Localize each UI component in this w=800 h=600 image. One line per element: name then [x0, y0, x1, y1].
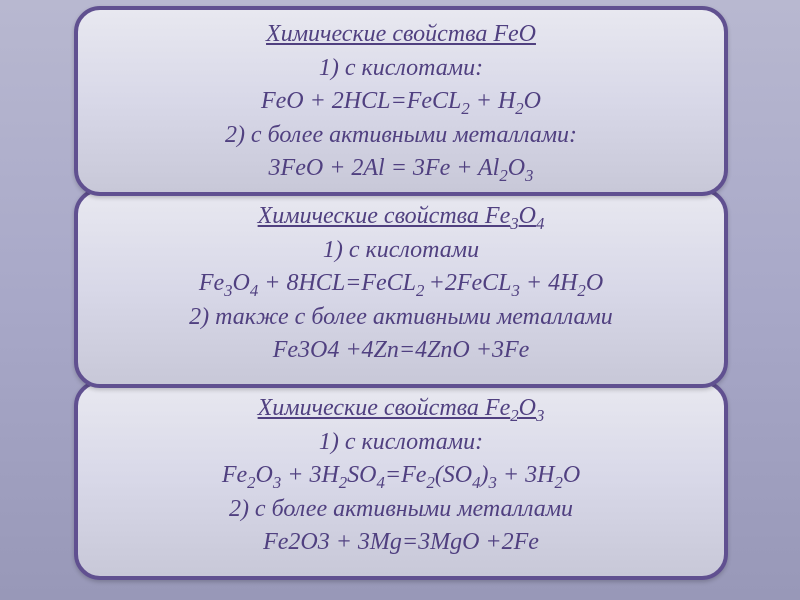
text: FeO + 2HCL=FeCL [261, 88, 461, 114]
card2-line1: 1) с кислотами [98, 234, 704, 268]
sub: 2 [426, 473, 434, 492]
card-feo: Химические свойства FeO 1) с кислотами: … [74, 6, 728, 196]
card2-line2: 2) также с более активными металлами [98, 301, 704, 335]
sub: 4 [377, 473, 385, 492]
sub: 2 [515, 99, 523, 118]
card2-title: Химические свойства Fe3O4 [98, 200, 704, 234]
text: SO [347, 462, 376, 488]
card-fe3o4: Химические свойства Fe3O4 1) с кислотами… [74, 188, 728, 388]
text: + 3H [497, 462, 555, 488]
text: O [563, 462, 580, 488]
sub: 2 [554, 473, 562, 492]
sub: 3 [525, 166, 533, 185]
card1-line1: 1) с кислотами: [98, 52, 704, 86]
card3-eq1: Fe2O3 + 3H2SO4=Fe2(SO4)3 + 3H2O [98, 459, 704, 493]
sub: 3 [512, 281, 520, 300]
sub: 3 [224, 281, 232, 300]
card3-line2: 2) с более активными металлами [98, 493, 704, 527]
sub: 2 [510, 406, 518, 425]
sub: 3 [510, 214, 518, 233]
text: O [256, 462, 273, 488]
text: Химические свойства Fe [258, 395, 511, 421]
text: O [524, 88, 541, 114]
text: Fe [222, 462, 247, 488]
sub: 2 [339, 473, 347, 492]
text: ) [481, 462, 489, 488]
sub: 2 [247, 473, 255, 492]
text: + 3H [281, 462, 339, 488]
card1-eq1: FeO + 2HCL=FeCL2 + H2O [98, 85, 704, 119]
text: 3FeO + 2Al = 3Fe + Al [269, 155, 500, 181]
sub: 2 [416, 281, 429, 300]
card3-line1: 1) с кислотами: [98, 426, 704, 460]
text: + 4H [520, 270, 578, 296]
card3-title: Химические свойства Fe2O3 [98, 392, 704, 426]
card2-eq2: Fe3O4 +4Zn=4ZnO +3Fe [98, 334, 704, 368]
text: +2FeCL [429, 270, 512, 296]
card1-title: Химические свойства FeO [98, 18, 704, 52]
text: Fe [199, 270, 224, 296]
text: O [519, 203, 536, 229]
sub: 3 [489, 473, 497, 492]
text: Химические свойства Fe [258, 203, 511, 229]
card1-line2: 2) с более активными металлами: [98, 119, 704, 153]
text: O [508, 155, 525, 181]
text: + 8HCL=FeCL [258, 270, 416, 296]
slide-container: Химические свойства FeO 1) с кислотами: … [0, 0, 800, 600]
text: =Fe [385, 462, 427, 488]
text: O [586, 270, 603, 296]
sub: 3 [536, 406, 544, 425]
sub: 4 [536, 214, 544, 233]
card1-eq2: 3FeO + 2Al = 3Fe + Al2O3 [98, 152, 704, 186]
sub: 2 [499, 166, 507, 185]
text: O [519, 395, 536, 421]
card-fe2o3: Химические свойства Fe2O3 1) с кислотами… [74, 380, 728, 580]
card2-eq1: Fe3O4 + 8HCL=FeCL2 +2FeCL3 + 4H2O [98, 267, 704, 301]
text: (SO [435, 462, 472, 488]
sub: 2 [577, 281, 585, 300]
text: + H [470, 88, 516, 114]
sub: 4 [472, 473, 480, 492]
sub: 2 [461, 99, 469, 118]
card3-eq2: Fe2O3 + 3Mg=3MgO +2Fe [98, 526, 704, 560]
text: O [233, 270, 250, 296]
sub: 3 [273, 473, 281, 492]
